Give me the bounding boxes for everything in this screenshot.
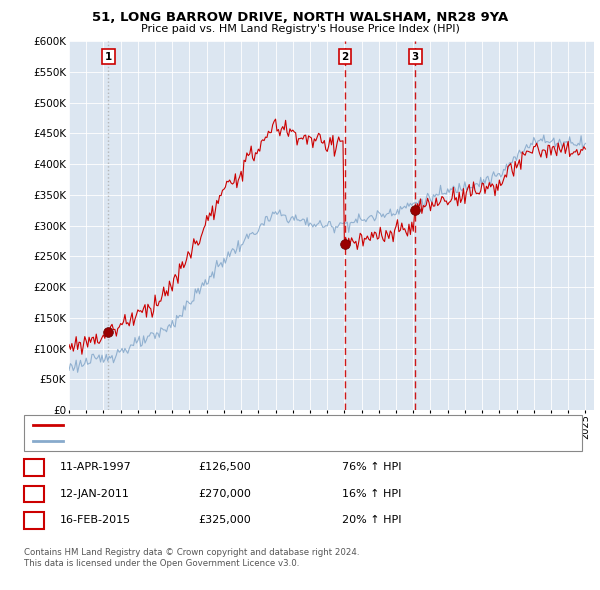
Text: 76% ↑ HPI: 76% ↑ HPI [342, 463, 401, 472]
Text: 12-JAN-2011: 12-JAN-2011 [60, 489, 130, 499]
Text: 51, LONG BARROW DRIVE, NORTH WALSHAM, NR28 9YA (detached house): 51, LONG BARROW DRIVE, NORTH WALSHAM, NR… [69, 419, 439, 430]
Text: 11-APR-1997: 11-APR-1997 [60, 463, 132, 472]
Text: 16-FEB-2015: 16-FEB-2015 [60, 516, 131, 525]
Text: £126,500: £126,500 [198, 463, 251, 472]
Text: 2: 2 [341, 52, 349, 62]
Text: HPI: Average price, detached house, North Norfolk: HPI: Average price, detached house, Nort… [69, 437, 320, 447]
Text: This data is licensed under the Open Government Licence v3.0.: This data is licensed under the Open Gov… [24, 559, 299, 568]
Text: 16% ↑ HPI: 16% ↑ HPI [342, 489, 401, 499]
Text: 2: 2 [30, 487, 38, 500]
Text: 1: 1 [105, 52, 112, 62]
Text: Contains HM Land Registry data © Crown copyright and database right 2024.: Contains HM Land Registry data © Crown c… [24, 548, 359, 556]
Text: £270,000: £270,000 [198, 489, 251, 499]
Text: 1: 1 [30, 461, 38, 474]
Text: 20% ↑ HPI: 20% ↑ HPI [342, 516, 401, 525]
Text: 51, LONG BARROW DRIVE, NORTH WALSHAM, NR28 9YA: 51, LONG BARROW DRIVE, NORTH WALSHAM, NR… [92, 11, 508, 24]
Text: 3: 3 [30, 514, 38, 527]
Text: £325,000: £325,000 [198, 516, 251, 525]
Text: 3: 3 [412, 52, 419, 62]
Text: Price paid vs. HM Land Registry's House Price Index (HPI): Price paid vs. HM Land Registry's House … [140, 24, 460, 34]
